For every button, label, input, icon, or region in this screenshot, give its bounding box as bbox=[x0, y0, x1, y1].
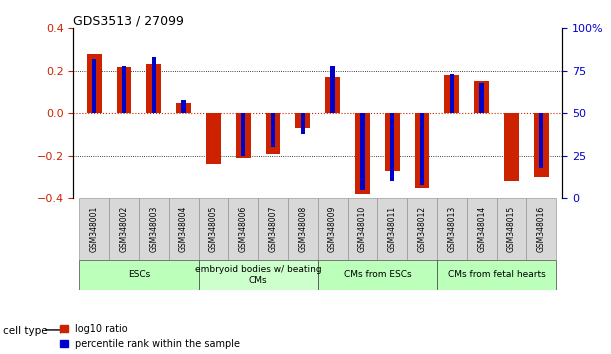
Text: GSM348010: GSM348010 bbox=[358, 206, 367, 252]
Bar bbox=[497, 199, 526, 260]
Bar bbox=[295, 113, 310, 128]
Text: cell type: cell type bbox=[3, 326, 48, 336]
Bar bbox=[79, 199, 109, 260]
Text: GSM348012: GSM348012 bbox=[417, 206, 426, 252]
Bar bbox=[169, 199, 199, 260]
Bar bbox=[331, 66, 335, 113]
Bar bbox=[504, 113, 519, 181]
Bar bbox=[318, 260, 437, 290]
Text: GSM348016: GSM348016 bbox=[536, 206, 546, 252]
Bar bbox=[360, 113, 365, 190]
Text: GSM348003: GSM348003 bbox=[149, 206, 158, 252]
Bar bbox=[79, 260, 199, 290]
Bar bbox=[258, 199, 288, 260]
Bar bbox=[539, 113, 544, 168]
Text: GSM348006: GSM348006 bbox=[239, 206, 247, 252]
Bar bbox=[199, 199, 229, 260]
Bar bbox=[241, 113, 246, 156]
Bar bbox=[147, 64, 161, 113]
Text: GSM348013: GSM348013 bbox=[447, 206, 456, 252]
Bar bbox=[122, 66, 126, 113]
Bar bbox=[467, 199, 497, 260]
Bar bbox=[437, 260, 556, 290]
Text: GSM348011: GSM348011 bbox=[388, 206, 397, 252]
Text: GSM348009: GSM348009 bbox=[328, 206, 337, 252]
Bar bbox=[385, 113, 400, 171]
Bar bbox=[301, 113, 305, 134]
Bar bbox=[152, 57, 156, 113]
Text: GSM348001: GSM348001 bbox=[90, 206, 99, 252]
Bar bbox=[450, 74, 454, 113]
Bar bbox=[181, 100, 186, 113]
Bar bbox=[236, 113, 251, 158]
Bar bbox=[176, 103, 191, 113]
Text: GSM348005: GSM348005 bbox=[209, 206, 218, 252]
Bar bbox=[474, 81, 489, 113]
Bar bbox=[437, 199, 467, 260]
Bar bbox=[355, 113, 370, 194]
Text: GDS3513 / 27099: GDS3513 / 27099 bbox=[73, 14, 184, 27]
Legend: log10 ratio, percentile rank within the sample: log10 ratio, percentile rank within the … bbox=[60, 324, 240, 349]
Bar bbox=[229, 199, 258, 260]
Bar bbox=[415, 113, 430, 188]
Bar bbox=[325, 77, 340, 113]
Text: GSM348015: GSM348015 bbox=[507, 206, 516, 252]
Bar bbox=[288, 199, 318, 260]
Text: GSM348004: GSM348004 bbox=[179, 206, 188, 252]
Bar bbox=[117, 67, 131, 113]
Bar bbox=[348, 199, 378, 260]
Bar bbox=[199, 260, 318, 290]
Bar bbox=[271, 113, 275, 147]
Text: CMs from fetal hearts: CMs from fetal hearts bbox=[448, 270, 546, 279]
Text: GSM348007: GSM348007 bbox=[268, 206, 277, 252]
Bar bbox=[407, 199, 437, 260]
Bar bbox=[92, 59, 97, 113]
Bar bbox=[480, 83, 484, 113]
Bar bbox=[444, 75, 459, 113]
Bar bbox=[390, 113, 395, 181]
Bar bbox=[378, 199, 407, 260]
Text: GSM348002: GSM348002 bbox=[120, 206, 128, 252]
Bar bbox=[266, 113, 280, 154]
Bar bbox=[206, 113, 221, 164]
Bar bbox=[420, 113, 424, 185]
Bar bbox=[109, 199, 139, 260]
Text: CMs from ESCs: CMs from ESCs bbox=[343, 270, 411, 279]
Bar bbox=[526, 199, 556, 260]
Text: ESCs: ESCs bbox=[128, 270, 150, 279]
Bar bbox=[139, 199, 169, 260]
Bar bbox=[534, 113, 549, 177]
Text: embryoid bodies w/ beating
CMs: embryoid bodies w/ beating CMs bbox=[195, 265, 321, 285]
Text: GSM348014: GSM348014 bbox=[477, 206, 486, 252]
Bar bbox=[318, 199, 348, 260]
Bar bbox=[87, 54, 101, 113]
Text: GSM348008: GSM348008 bbox=[298, 206, 307, 252]
